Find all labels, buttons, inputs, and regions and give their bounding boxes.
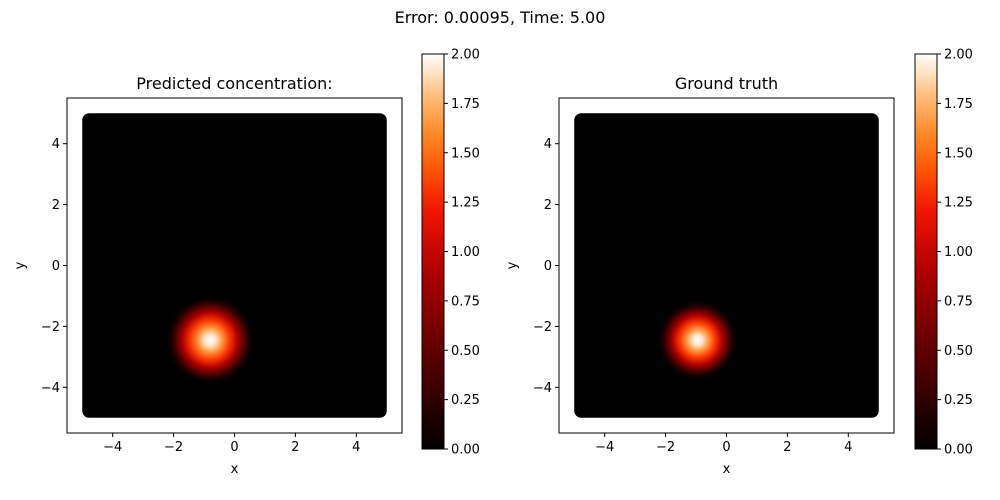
x-tick-label: 2 [291, 440, 299, 455]
concentration-peak [164, 294, 256, 386]
colorbar-tick-label: 1.00 [944, 245, 973, 260]
x-tick-label: −4 [103, 440, 122, 455]
colorbar-tick-label: 1.25 [944, 196, 973, 211]
colorbar-tick-label: 1.25 [451, 196, 480, 211]
colorbar-tick-label: 0.50 [944, 344, 973, 359]
colorbar-tick-label: 0.25 [944, 393, 973, 408]
x-tick-label: 0 [722, 440, 730, 455]
y-tick-label: 2 [544, 198, 552, 213]
y-tick-label: −4 [41, 381, 60, 396]
y-axis-label: y [505, 261, 520, 269]
x-tick-label: −4 [595, 440, 614, 455]
plot-title: Predicted concentration: [136, 74, 332, 93]
y-tick-label: 0 [544, 259, 552, 274]
x-tick-label: 4 [352, 440, 360, 455]
colorbar-gradient [422, 54, 444, 449]
colorbar-tick-label: 1.75 [944, 97, 973, 112]
x-tick-label: 0 [230, 440, 238, 455]
colorbar-tick-label: 0.25 [451, 393, 480, 408]
colorbar-tick-label: 0.00 [451, 443, 480, 458]
y-tick-label: 4 [544, 137, 552, 152]
colorbar-tick-label: 1.50 [944, 146, 973, 161]
y-tick-label: 4 [52, 137, 60, 152]
heatmap-field [82, 113, 387, 418]
colorbar-tick-label: 1.50 [451, 146, 480, 161]
colorbar: 0.00 0.25 0.50 0.75 1.00 1.25 1.50 1.75 2.00 [914, 48, 973, 458]
y-tick-label: −2 [41, 320, 60, 335]
x-tick-label: −2 [656, 440, 675, 455]
x-tick-label: −2 [164, 440, 183, 455]
subplot-1: Predicted concentration: −4 −2 0 2 4 −4 −2 0 2 4 x y… [13, 48, 480, 478]
x-axis-label: x [231, 462, 239, 477]
y-tick-label: −2 [533, 320, 552, 335]
colorbar-tick-label: 1.00 [451, 245, 480, 260]
y-tick-label: 0 [52, 259, 60, 274]
colorbar-tick-label: 0.50 [451, 344, 480, 359]
subplot-2: Ground truth −4 −2 0 2 4 −4 −2 0 2 4 x y 0.00 0.25 0.50… [505, 48, 973, 478]
heatmap-field [574, 113, 879, 418]
colorbar-tick-label: 0.75 [944, 294, 973, 309]
colorbar: 0.00 0.25 0.50 0.75 1.00 1.25 1.50 1.75 2.00 [421, 48, 480, 458]
x-tick-label: 4 [844, 440, 852, 455]
colorbar-tick-label: 2.00 [944, 48, 973, 63]
concentration-peak [656, 299, 739, 382]
y-tick-label: 2 [52, 198, 60, 213]
x-axis-label: x [723, 462, 731, 477]
colorbar-tick-label: 1.75 [451, 97, 480, 112]
colorbar-gradient [915, 54, 937, 449]
plot-title: Ground truth [675, 74, 778, 93]
colorbar-tick-label: 0.00 [944, 443, 973, 458]
y-tick-label: −4 [533, 381, 552, 396]
x-tick-label: 2 [783, 440, 791, 455]
y-axis-label: y [13, 261, 28, 269]
figure-suptitle: Error: 0.00095, Time: 5.00 [394, 8, 606, 27]
colorbar-tick-label: 2.00 [451, 48, 480, 63]
colorbar-tick-label: 0.75 [451, 294, 480, 309]
